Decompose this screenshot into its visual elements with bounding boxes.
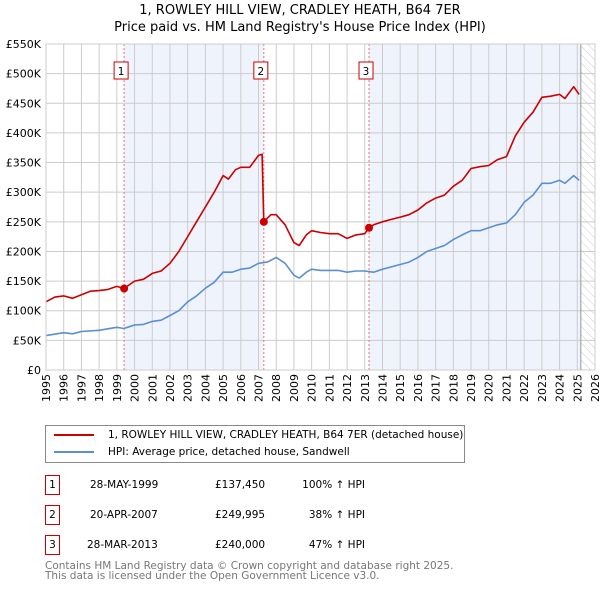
transaction-hpi: 100% ↑ HPI [302, 479, 365, 491]
footer-copyright: Contains HM Land Registry data © Crown c… [45, 560, 454, 572]
x-tick-label: 1995 [40, 374, 53, 402]
x-tick-label: 2021 [500, 374, 513, 402]
shaded-period [124, 44, 264, 370]
y-tick-label: £100K [6, 305, 42, 318]
y-tick-label: £50K [13, 334, 42, 347]
x-tick-label: 2009 [288, 374, 301, 402]
y-tick-label: £150K [6, 275, 42, 288]
x-tick-label: 2013 [359, 374, 372, 402]
x-tick-label: 2014 [376, 374, 389, 402]
transaction-date: 28-MAR-2013 [87, 539, 158, 551]
transaction-date: 28-MAY-1999 [90, 479, 159, 491]
legend: 1, ROWLEY HILL VIEW, CRADLEY HEATH, B64 … [45, 425, 465, 463]
transaction-row: 3 28-MAR-2013 £240,000 47% ↑ HPI [45, 535, 445, 555]
x-tick-label: 2020 [483, 374, 496, 402]
x-tick-label: 2015 [394, 374, 407, 402]
y-tick-label: £250K [6, 216, 42, 229]
x-tick-label: 2024 [554, 374, 567, 402]
footer: Contains HM Land Registry data © Crown c… [45, 560, 454, 582]
x-tick-label: 2011 [323, 374, 336, 402]
transaction-hpi: 47% ↑ HPI [308, 539, 365, 551]
footer-licence: This data is licensed under the Open Gov… [45, 570, 380, 582]
x-tick-label: 2012 [341, 374, 354, 402]
legend-swatch-hpi [54, 451, 94, 453]
y-tick-label: £450K [6, 97, 42, 110]
y-tick-label: £200K [6, 245, 42, 258]
x-tick-label: 2017 [430, 374, 443, 402]
x-tick-label: 1999 [111, 374, 124, 402]
x-tick-label: 2025 [571, 374, 584, 402]
legend-item-property: 1, ROWLEY HILL VIEW, CRADLEY HEATH, B64 … [54, 429, 463, 441]
forecast-hatch [580, 44, 595, 370]
x-tick-label: 2000 [129, 374, 142, 402]
transaction-price: £249,995 [215, 509, 266, 521]
transaction-number: 2 [45, 505, 60, 525]
chart-title: 1, ROWLEY HILL VIEW, CRADLEY HEATH, B64 … [139, 3, 461, 18]
transaction-date: 20-APR-2007 [90, 509, 158, 521]
x-tick-label: 2004 [199, 374, 212, 402]
y-tick-label: £500K [6, 68, 42, 81]
x-tick-label: 1996 [58, 374, 71, 402]
line-chart: 1995 1996 1997 1998 1999 2000 2001 2002 2003 2004… [6, 38, 600, 402]
x-tick-label: 2023 [536, 374, 549, 402]
x-tick-label: 2022 [518, 374, 531, 402]
legend-item-hpi: HPI: Average price, detached house, Sand… [54, 446, 350, 458]
x-tick-label: 2005 [217, 374, 230, 402]
hpi-line [45, 174, 580, 337]
legend-label-property: 1, ROWLEY HILL VIEW, CRADLEY HEATH, B64 … [108, 429, 464, 441]
transaction-row: 2 20-APR-2007 £249,995 38% ↑ HPI [45, 505, 445, 525]
sale-label: 1 [118, 66, 125, 78]
y-tick-label: £550K [6, 38, 42, 51]
x-tick-label: 2018 [447, 374, 460, 402]
sale-label-box [253, 61, 269, 80]
x-tick-label: 1997 [75, 374, 88, 402]
x-tick-label: 2007 [253, 374, 266, 402]
sale-point [120, 284, 129, 293]
transaction-hpi: 38% ↑ HPI [308, 509, 365, 521]
x-tick-label: 1998 [93, 374, 106, 402]
sale-label: 3 [363, 66, 370, 78]
x-tick-label: 2010 [306, 374, 319, 402]
sale-label-box [358, 61, 374, 80]
property-price-line [45, 85, 580, 303]
transaction-price: £137,450 [215, 479, 266, 491]
x-tick-label: 2008 [270, 374, 283, 402]
x-tick-label: 2016 [412, 374, 425, 402]
y-tick-label: £350K [6, 157, 42, 170]
transaction-number: 3 [45, 535, 60, 555]
plot-border [45, 43, 596, 371]
chart-subtitle: Price paid vs. HM Land Registry's House … [114, 20, 486, 35]
sale-point [365, 223, 374, 232]
y-tick-label: £400K [6, 127, 42, 140]
y-tick-label: £0 [27, 364, 41, 377]
sale-label: 2 [257, 66, 264, 78]
x-tick-label: 2006 [235, 374, 248, 402]
shaded-period [369, 44, 581, 370]
legend-swatch-property [54, 434, 94, 436]
x-tick-label: 2026 [589, 374, 600, 402]
x-tick-label: 2019 [465, 374, 478, 402]
transaction-row: 1 28-MAY-1999 £137,450 100% ↑ HPI [45, 475, 445, 495]
sale-point [259, 217, 268, 226]
legend-label-hpi: HPI: Average price, detached house, Sand… [108, 446, 350, 458]
y-tick-label: £300K [6, 186, 42, 199]
x-tick-label: 2002 [164, 374, 177, 402]
x-tick-label: 2003 [182, 374, 195, 402]
sale-label-box [113, 61, 129, 80]
transaction-price: £240,000 [215, 539, 266, 551]
x-tick-label: 2001 [146, 374, 159, 402]
transaction-number: 1 [45, 475, 60, 495]
